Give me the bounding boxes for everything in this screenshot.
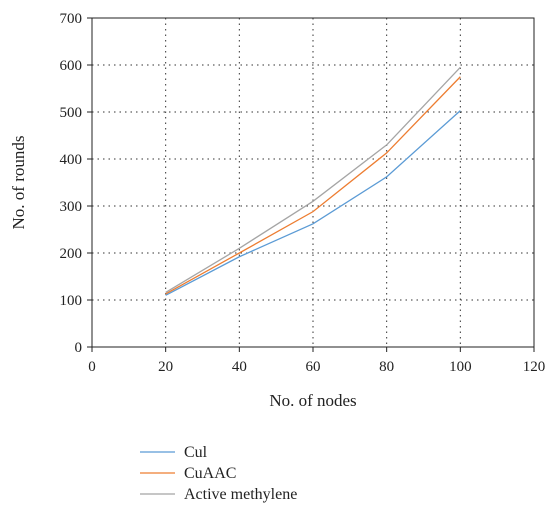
x-tick-label: 100 (449, 359, 472, 375)
y-tick-label: 600 (60, 58, 83, 74)
series-lines (165, 66, 461, 296)
tick-marks (87, 17, 535, 352)
x-tick-label: 120 (523, 359, 546, 375)
plot-frame (91, 17, 535, 348)
x-tick-label: 80 (379, 359, 394, 375)
y-tick-labels: 0 100 200 300 400 500 600 700 (60, 11, 83, 356)
y-tick-label: 0 (75, 340, 83, 356)
legend-label: CuAAC (184, 465, 236, 482)
x-axis-label: No. of nodes (269, 391, 356, 410)
x-tick-label: 60 (306, 359, 321, 375)
legend: Cul CuAAC Active methylene (140, 444, 297, 503)
legend-label: Cul (184, 444, 208, 461)
y-axis-label: No. of rounds (9, 136, 28, 230)
series-line-0 (165, 110, 461, 296)
y-tick-label: 700 (60, 11, 83, 27)
x-tick-label: 20 (158, 359, 173, 375)
y-tick-label: 400 (60, 152, 83, 168)
y-tick-label: 100 (60, 293, 83, 309)
y-tick-label: 200 (60, 246, 83, 262)
grid-lines (92, 18, 534, 347)
legend-label: Active methylene (184, 486, 297, 503)
x-tick-label: 40 (232, 359, 247, 375)
x-tick-labels: 0 20 40 60 80 100 120 (88, 359, 545, 375)
series-line-2 (165, 66, 461, 294)
y-tick-label: 500 (60, 105, 83, 121)
y-tick-label: 300 (60, 199, 83, 215)
series-line-1 (165, 76, 461, 295)
x-tick-label: 0 (88, 359, 96, 375)
